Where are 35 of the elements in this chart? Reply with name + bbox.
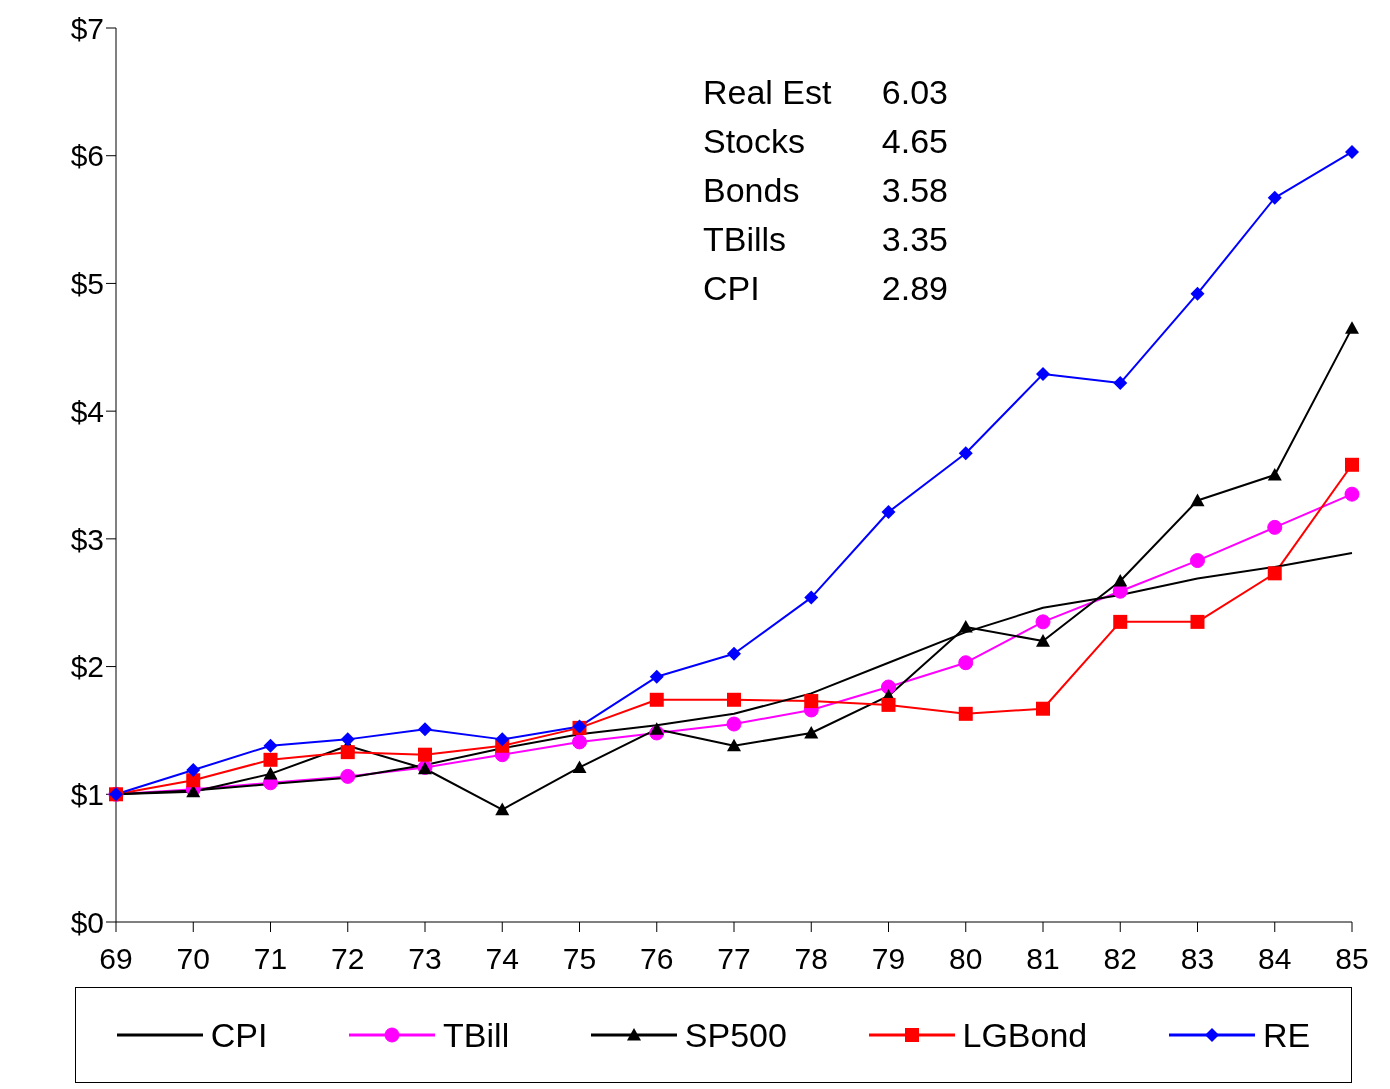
x-tick-label: 76 [640,942,674,976]
y-tick-label: $2 [70,650,104,684]
legend-label: TBill [443,1015,510,1055]
y-tick-label: $4 [70,394,104,428]
legend-label: CPI [210,1015,268,1055]
text: CPI 2.89 [703,269,948,307]
legend-label: RE [1262,1015,1311,1055]
y-tick-label: $7 [70,11,104,45]
x-tick-label: 85 [1335,942,1369,976]
x-tick-label: 81 [1026,942,1060,976]
y-tick-label: $1 [70,777,104,811]
x-tick-label: 72 [331,942,365,976]
x-tick-label: 75 [562,942,597,976]
x-tick-label: 69 [99,942,133,976]
text: TBills 3.35 [703,220,948,258]
x-tick-label: 80 [949,942,983,976]
x-tick-label: 79 [871,942,906,976]
text: Real Est 6.03 [703,73,948,111]
x-tick-label: 70 [176,942,210,976]
y-tick-label: $5 [70,267,104,301]
x-tick-label: 73 [408,942,442,976]
legend-label: SP500 [684,1015,787,1055]
x-tick-label: 77 [717,942,751,976]
y-tick-label: $3 [70,522,104,556]
y-tick-label: $6 [70,139,104,173]
text: Stocks 4.65 [703,122,948,160]
x-tick-label: 82 [1103,942,1137,976]
legend-label: LGBond [962,1015,1088,1055]
x-tick-label: 71 [253,942,288,976]
y-tick-label: $0 [70,905,104,939]
x-tick-label: 83 [1180,942,1215,976]
x-tick-label: 74 [485,942,519,976]
x-tick-label: 78 [794,942,828,976]
text: Bonds 3.58 [703,171,948,209]
x-tick-label: 84 [1258,942,1292,976]
